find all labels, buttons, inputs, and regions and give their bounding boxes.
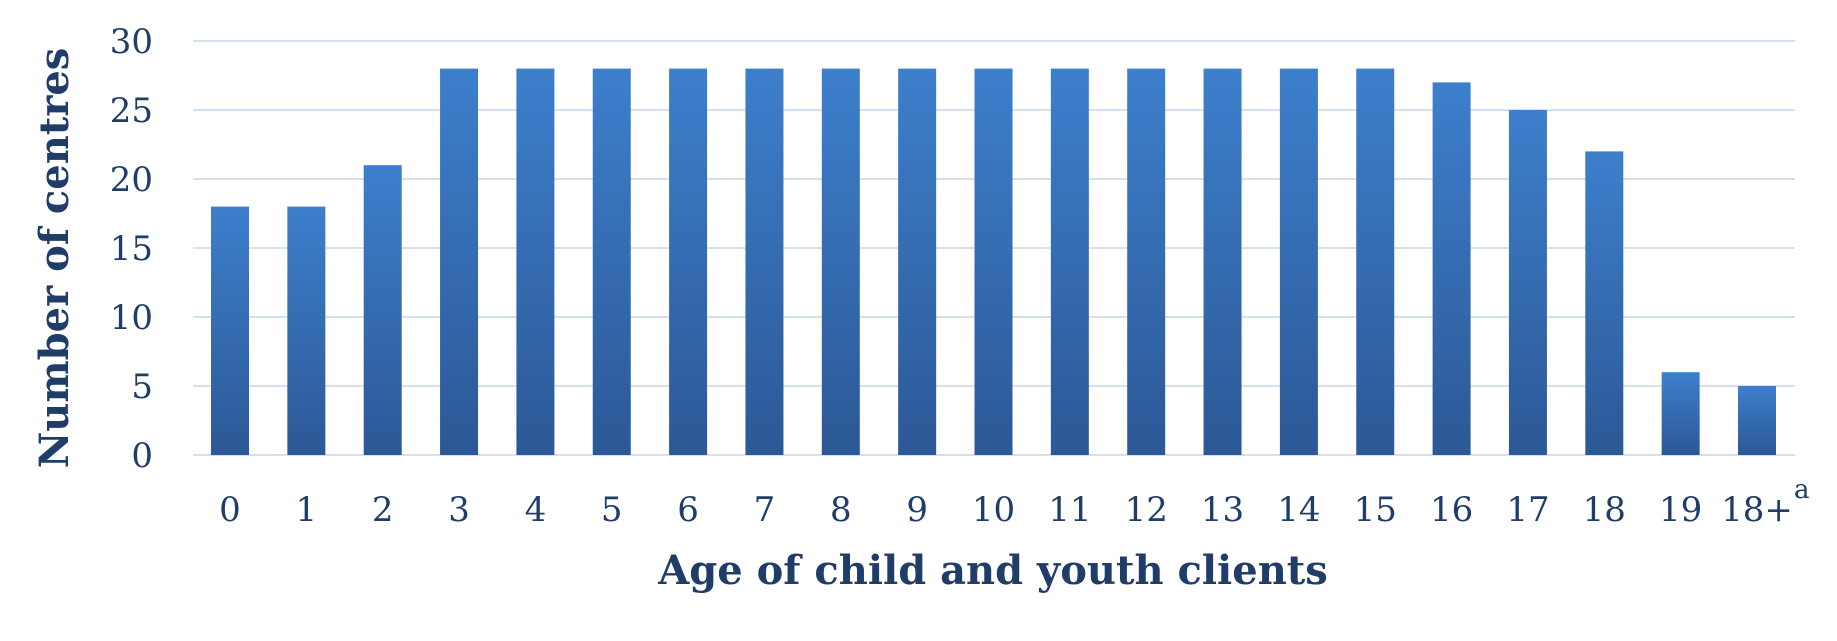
bar-age-3 bbox=[440, 68, 479, 455]
y-axis-title: Number of centres bbox=[31, 48, 78, 469]
x-axis-title: Age of child and youth clients bbox=[657, 547, 1328, 594]
x-tick-label: 16 bbox=[1430, 490, 1473, 530]
y-tick-label: 5 bbox=[131, 367, 153, 407]
x-tick-label: 10 bbox=[972, 490, 1015, 530]
y-axis-ticks: 0 5 10 15 20 25 30 bbox=[110, 22, 153, 476]
x-tick-label: 6 bbox=[677, 490, 699, 530]
x-tick-label: 5 bbox=[601, 490, 623, 530]
bar-age-8 bbox=[821, 68, 860, 455]
y-tick-label: 25 bbox=[110, 91, 153, 131]
bar-age-5 bbox=[592, 68, 631, 455]
bar-age-10 bbox=[974, 68, 1013, 455]
y-tick-label: 20 bbox=[110, 160, 153, 200]
y-tick-label: 10 bbox=[110, 298, 153, 338]
x-tick-label: 7 bbox=[754, 490, 776, 530]
bar-age-4 bbox=[516, 68, 555, 455]
bar-age-0 bbox=[211, 206, 249, 455]
x-tick-label: 14 bbox=[1277, 490, 1320, 530]
x-tick-label: 8 bbox=[830, 490, 852, 530]
x-tick-label: 3 bbox=[448, 490, 470, 530]
bar-age-1 bbox=[287, 206, 326, 455]
x-tick-label: 2 bbox=[372, 490, 394, 530]
x-tick-label: 13 bbox=[1201, 490, 1244, 530]
bar-age-15 bbox=[1356, 68, 1395, 455]
x-tick-label: 0 bbox=[219, 490, 241, 530]
bar-age-6 bbox=[669, 68, 708, 455]
x-tick-label: 19 bbox=[1659, 490, 1702, 530]
x-tick-label: 9 bbox=[906, 490, 928, 530]
y-tick-label: 0 bbox=[131, 436, 153, 476]
y-tick-label: 15 bbox=[110, 229, 153, 269]
bar-age-19 bbox=[1661, 372, 1700, 455]
bar-age-18+ bbox=[1738, 386, 1776, 455]
x-tick-label: 15 bbox=[1354, 490, 1397, 530]
x-tick-label: 18+ bbox=[1721, 490, 1793, 530]
bar-age-18 bbox=[1585, 151, 1624, 455]
y-tick-label: 30 bbox=[110, 22, 153, 62]
bar-age-14 bbox=[1279, 68, 1318, 455]
bar-age-17 bbox=[1508, 110, 1547, 455]
bar-age-9 bbox=[898, 68, 937, 455]
x-axis-ticks: 0 1 2 3 4 5 6 7 8 9 10 11 12 13 14 15 16 17 18 19 18+ bbox=[219, 490, 1793, 530]
footnote-marker: a bbox=[1794, 475, 1810, 505]
bar-age-16 bbox=[1432, 82, 1471, 456]
bar-age-2 bbox=[363, 165, 402, 455]
bar-age-7 bbox=[745, 68, 784, 455]
x-tick-label: 4 bbox=[525, 490, 547, 530]
bar-age-12 bbox=[1127, 68, 1166, 455]
x-tick-label: 17 bbox=[1506, 490, 1549, 530]
bar-age-13 bbox=[1203, 68, 1242, 455]
bars bbox=[211, 68, 1776, 456]
bar-age-11 bbox=[1050, 68, 1089, 455]
x-tick-label: 12 bbox=[1125, 490, 1168, 530]
x-tick-label: 18 bbox=[1583, 490, 1626, 530]
x-tick-label: 1 bbox=[296, 490, 318, 530]
x-tick-label: 11 bbox=[1048, 490, 1091, 530]
